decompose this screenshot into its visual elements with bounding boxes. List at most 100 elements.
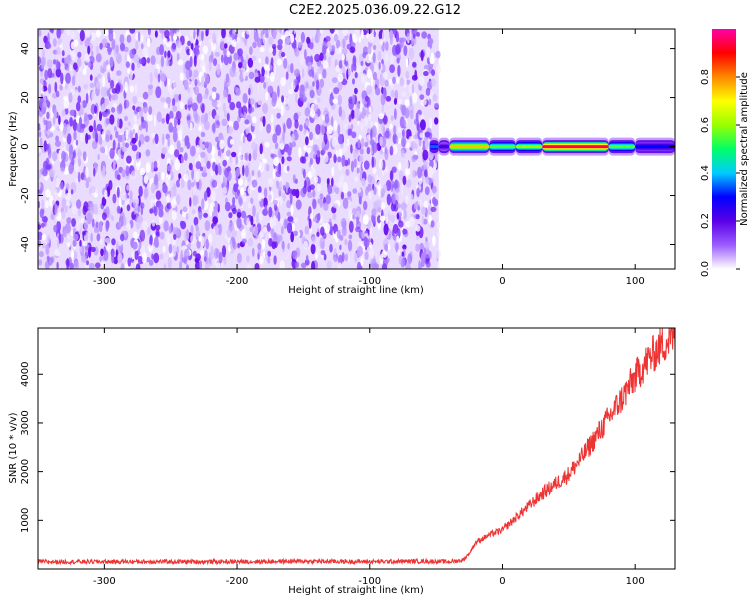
- ridge-segment: [608, 145, 636, 149]
- noise-speckle: [58, 115, 61, 125]
- noise-speckle: [424, 247, 430, 259]
- noise-speckle: [371, 208, 377, 216]
- noise-speckle: [162, 183, 168, 194]
- noise-speckle: [88, 188, 92, 195]
- noise-speckle: [335, 149, 338, 157]
- noise-speckle: [194, 49, 200, 56]
- noise-speckle: [385, 41, 389, 51]
- noise-speckle: [419, 132, 425, 139]
- noise-speckle: [179, 72, 184, 81]
- x-tick-label: 0: [499, 276, 505, 287]
- noise-speckle: [370, 120, 374, 127]
- noise-speckle: [294, 47, 300, 57]
- noise-speckle: [272, 30, 277, 40]
- colorbar-gradient: [712, 29, 736, 269]
- ridge-segment: [542, 145, 609, 149]
- noise-speckle: [340, 191, 345, 200]
- noise-speckle: [220, 174, 223, 185]
- noise-speckle: [286, 222, 293, 234]
- noise-speckle: [55, 140, 61, 147]
- noise-speckle: [140, 34, 144, 43]
- noise-speckle: [191, 181, 195, 188]
- noise-speckle: [83, 83, 88, 90]
- noise-speckle: [41, 199, 44, 210]
- noise-speckle: [223, 48, 227, 56]
- noise-speckle: [317, 183, 321, 193]
- noise-speckle: [38, 259, 43, 266]
- noise-speckle: [46, 99, 51, 109]
- chart-title: C2E2.2025.036.09.22.G12: [289, 3, 461, 18]
- noise-speckle: [63, 229, 68, 238]
- noise-speckle: [421, 97, 427, 106]
- noise-speckle: [392, 76, 396, 85]
- noise-speckle: [79, 239, 82, 247]
- noise-speckle: [379, 253, 384, 265]
- noise-speckle: [299, 124, 303, 132]
- noise-speckle: [185, 212, 189, 220]
- noise-speckle: [101, 67, 105, 74]
- noise-speckle: [168, 225, 173, 234]
- noise-speckle: [77, 85, 81, 93]
- noise-speckle: [409, 95, 413, 107]
- noise-speckle: [166, 165, 172, 172]
- noise-speckle: [80, 100, 84, 113]
- noise-speckle: [98, 220, 103, 233]
- noise-speckle: [352, 94, 355, 104]
- noise-speckle: [117, 117, 120, 128]
- noise-speckle: [352, 207, 357, 215]
- noise-speckle: [66, 29, 71, 36]
- noise-speckle: [280, 77, 286, 87]
- noise-speckle: [190, 42, 194, 51]
- noise-speckle: [405, 159, 409, 170]
- noise-speckle: [405, 262, 411, 269]
- noise-speckle: [312, 144, 318, 153]
- noise-speckle: [233, 52, 238, 61]
- noise-speckle: [294, 261, 300, 268]
- noise-speckle: [224, 201, 231, 212]
- noise-speckle: [356, 261, 362, 269]
- noise-speckle: [52, 38, 57, 47]
- noise-speckle: [90, 50, 94, 57]
- noise-speckle: [272, 133, 278, 144]
- noise-speckle: [377, 186, 382, 197]
- noise-speckle: [147, 84, 154, 90]
- noise-speckle: [39, 137, 43, 150]
- noise-speckle: [104, 189, 108, 200]
- noise-speckle: [352, 188, 358, 194]
- noise-speckle: [417, 166, 422, 179]
- noise-speckle: [97, 154, 100, 160]
- noise-speckle: [176, 140, 181, 150]
- noise-speckle: [426, 46, 430, 57]
- noise-speckle: [288, 88, 294, 95]
- colorbar-ticks: 0.0 0.2 0.4 0.6 0.8: [700, 69, 740, 277]
- noise-speckle: [310, 167, 316, 177]
- noise-speckle: [129, 85, 134, 93]
- noise-speckle: [341, 38, 347, 48]
- noise-speckle: [305, 82, 309, 89]
- noise-speckle: [157, 73, 161, 83]
- noise-speckle: [227, 126, 234, 134]
- noise-speckle: [366, 107, 370, 117]
- noise-speckle: [267, 36, 274, 46]
- noise-speckle: [423, 169, 428, 178]
- noise-speckle: [177, 118, 181, 126]
- noise-speckle: [147, 113, 153, 122]
- noise-speckle: [76, 123, 81, 133]
- noise-speckle: [357, 187, 362, 193]
- noise-speckle: [184, 104, 188, 110]
- noise-speckle: [425, 87, 431, 96]
- noise-speckle: [331, 116, 334, 128]
- noise-speckle: [211, 91, 217, 100]
- noise-speckle: [149, 72, 153, 84]
- noise-speckle: [398, 170, 404, 181]
- noise-speckle: [58, 149, 62, 159]
- noise-speckle: [365, 53, 372, 64]
- noise-speckle: [366, 68, 372, 79]
- noise-speckle: [384, 146, 388, 155]
- noise-speckle: [317, 67, 323, 75]
- noise-speckle: [287, 147, 292, 156]
- noise-speckle: [196, 93, 203, 104]
- noise-speckle: [101, 196, 107, 207]
- noise-speckle: [226, 150, 231, 157]
- noise-speckle: [59, 123, 64, 131]
